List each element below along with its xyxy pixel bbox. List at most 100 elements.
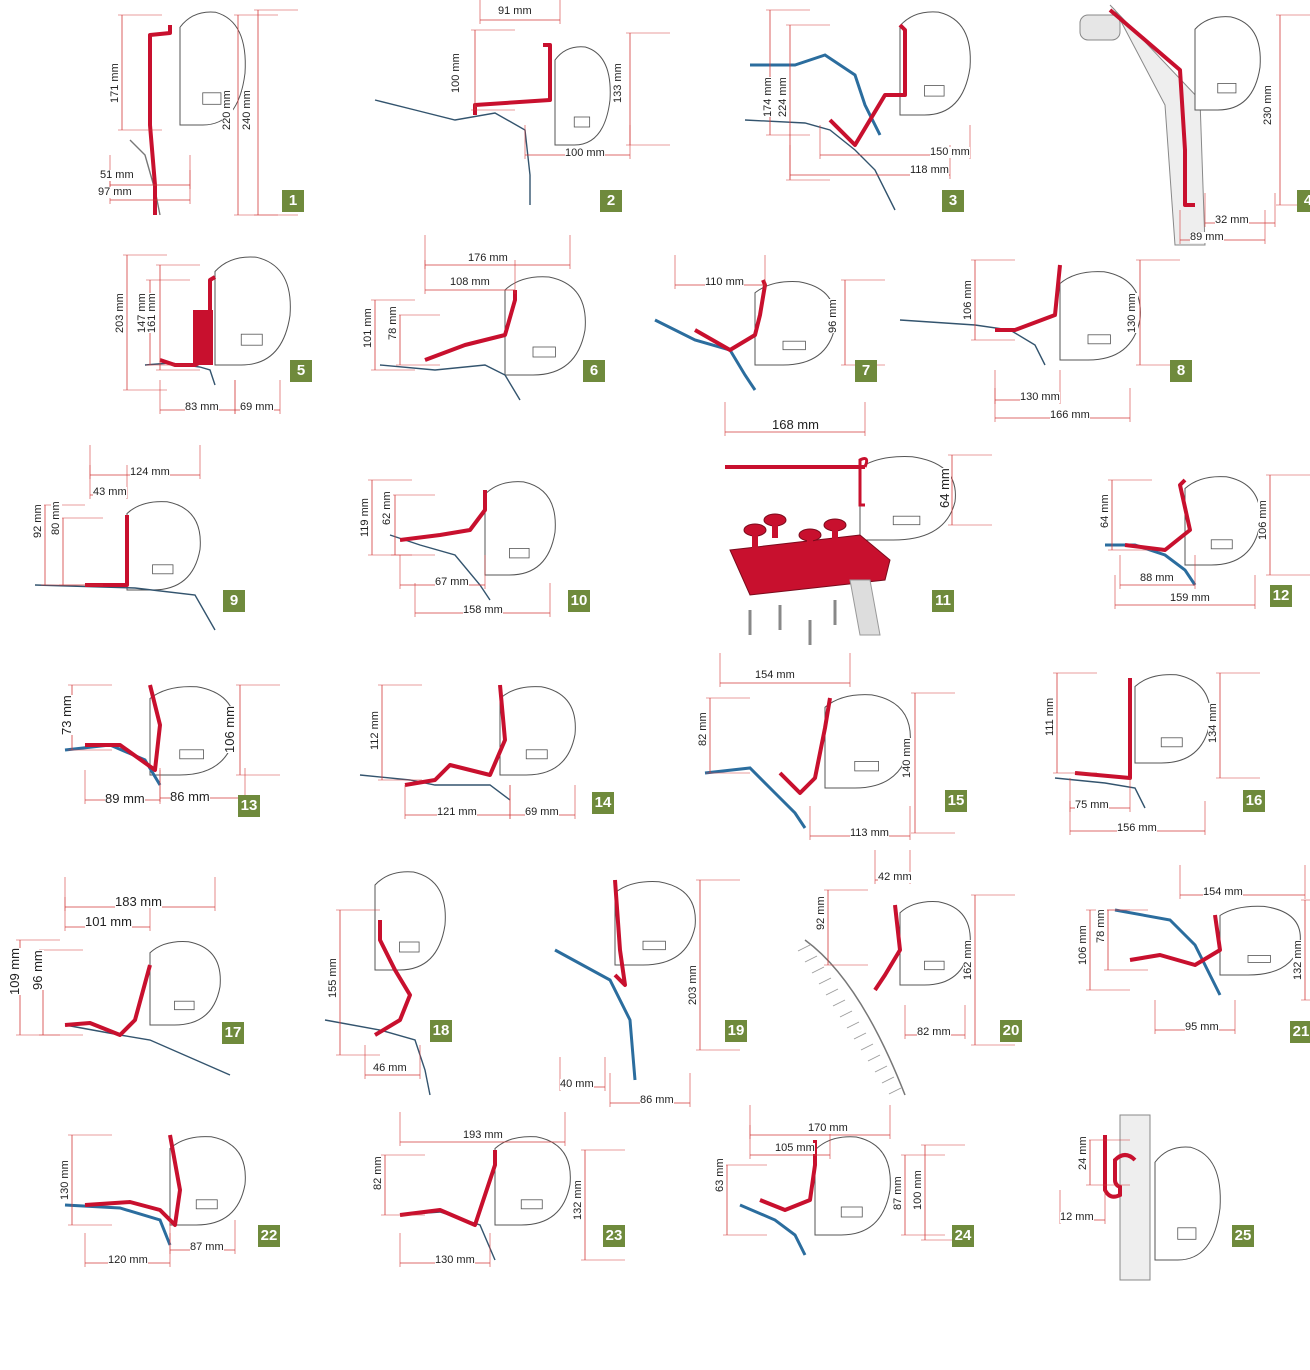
dimension-label: 64 mm bbox=[937, 468, 952, 508]
diagram-number-badge: 19 bbox=[725, 1020, 747, 1042]
dimension-label: 168 mm bbox=[772, 417, 819, 432]
diagram-number-badge: 24 bbox=[952, 1225, 974, 1247]
dimension-label: 110 mm bbox=[705, 276, 744, 288]
dimension-label: 92 mm bbox=[32, 504, 44, 538]
diagram-drawing bbox=[359, 684, 576, 819]
dimension-label: 82 mm bbox=[372, 1156, 384, 1190]
dimension-label: 62 mm bbox=[381, 491, 393, 525]
dimension-label: 80 mm bbox=[50, 501, 62, 535]
dimension-label: 171 mm bbox=[109, 63, 121, 103]
dimension-label: 119 mm bbox=[359, 498, 371, 537]
dimension-label: 69 mm bbox=[525, 806, 559, 818]
dimension-label: 106 mm bbox=[1257, 500, 1269, 540]
dimension-label: 40 mm bbox=[560, 1078, 594, 1090]
dimension-label: 86 mm bbox=[170, 789, 210, 804]
diagram-drawing bbox=[744, 9, 971, 211]
dimension-label: 193 mm bbox=[463, 1129, 503, 1141]
dimension-label: 75 mm bbox=[1075, 799, 1109, 811]
diagram-drawing bbox=[1053, 672, 1260, 835]
dimension-label: 89 mm bbox=[1190, 231, 1224, 243]
dimension-label: 78 mm bbox=[1095, 909, 1107, 943]
dimension-label: 73 mm bbox=[59, 695, 74, 735]
diagram-number-badge: 1 bbox=[282, 190, 304, 212]
dimension-label: 176 mm bbox=[468, 252, 508, 264]
diagram-number-badge: 7 bbox=[855, 360, 877, 382]
dimension-label: 159 mm bbox=[1170, 592, 1210, 604]
diagram-number-badge: 11 bbox=[932, 590, 954, 612]
dimension-label: 132 mm bbox=[1292, 940, 1304, 980]
dimension-label: 12 mm bbox=[1060, 1211, 1094, 1223]
dimension-label: 156 mm bbox=[1117, 822, 1157, 834]
dimension-label: 106 mm bbox=[222, 706, 237, 753]
dimension-label: 105 mm bbox=[775, 1142, 815, 1154]
dimension-label: 96 mm bbox=[827, 299, 839, 333]
diagram-number-badge: 21 bbox=[1290, 1021, 1310, 1043]
dimension-label: 130 mm bbox=[1126, 293, 1138, 333]
dimension-label: 118 mm bbox=[910, 164, 949, 176]
dimension-label: 87 mm bbox=[190, 1241, 224, 1253]
dimension-label: 83 mm bbox=[185, 401, 219, 413]
dimension-label: 134 mm bbox=[1207, 703, 1219, 743]
dimension-label: 113 mm bbox=[850, 827, 889, 839]
dimension-label: 100 mm bbox=[565, 147, 605, 159]
dimension-label: 161 mm bbox=[146, 293, 158, 333]
dimension-label: 51 mm bbox=[100, 169, 134, 181]
dimension-label: 92 mm bbox=[815, 896, 827, 930]
dimension-label: 69 mm bbox=[240, 401, 274, 413]
diagram-drawing bbox=[1105, 474, 1310, 609]
dimension-label: 154 mm bbox=[755, 669, 795, 681]
diagram-drawing bbox=[374, 0, 670, 205]
diagram-drawing bbox=[1079, 4, 1310, 246]
diagram-number-badge: 6 bbox=[583, 360, 605, 382]
dimension-label: 96 mm bbox=[30, 950, 45, 990]
diagram-number-badge: 13 bbox=[238, 795, 260, 817]
dimension-label: 100 mm bbox=[912, 1170, 924, 1210]
diagram-drawing bbox=[64, 1134, 246, 1267]
diagram-number-badge: 18 bbox=[430, 1020, 452, 1042]
diagram-drawing bbox=[1086, 865, 1310, 1034]
dimension-label: 42 mm bbox=[878, 871, 912, 883]
dimension-label: 220 mm bbox=[221, 90, 233, 130]
bracket-diagram-grid: 171 mm 220 mm 240 mm 51 mm 97 mm 1 91 mm 100 mm… bbox=[7, 0, 1310, 1281]
dimension-label: 224 mm bbox=[777, 77, 789, 117]
dimension-label: 101 mm bbox=[85, 914, 132, 929]
diagram-number-badge: 5 bbox=[290, 360, 312, 382]
diagram-drawing bbox=[704, 653, 955, 840]
diagram-number-badge: 3 bbox=[942, 190, 964, 212]
diagram-number-badge: 10 bbox=[568, 590, 590, 612]
dimension-label: 162 mm bbox=[962, 940, 974, 980]
dimension-label: 158 mm bbox=[463, 604, 503, 616]
dimension-label: 24 mm bbox=[1077, 1136, 1089, 1170]
diagram-drawing bbox=[724, 402, 992, 645]
dimension-label: 87 mm bbox=[892, 1176, 904, 1210]
dimension-label: 106 mm bbox=[1077, 925, 1089, 965]
dimension-label: 108 mm bbox=[450, 276, 490, 288]
dimension-label: 166 mm bbox=[1050, 409, 1090, 421]
diagram-number-badge: 14 bbox=[592, 792, 614, 814]
diagram-drawing bbox=[1059, 1114, 1221, 1281]
dimension-label: 230 mm bbox=[1262, 85, 1274, 125]
dimension-label: 140 mm bbox=[901, 738, 913, 778]
dimension-label: 100 mm bbox=[450, 53, 462, 93]
diagram-drawing bbox=[797, 850, 1015, 1096]
diagram-drawing bbox=[371, 235, 586, 401]
diagram-drawing bbox=[723, 1105, 965, 1256]
diagram-number-badge: 23 bbox=[603, 1225, 625, 1247]
dimension-label: 240 mm bbox=[241, 90, 253, 130]
diagram-number-badge: 9 bbox=[223, 590, 245, 612]
dimension-label: 112 mm bbox=[369, 711, 381, 750]
dimension-label: 32 mm bbox=[1215, 214, 1249, 226]
diagram-number-badge: 8 bbox=[1170, 360, 1192, 382]
diagram-number-badge: 4 bbox=[1297, 190, 1310, 212]
dimension-label: 111 mm bbox=[1044, 697, 1056, 736]
dimension-label: 91 mm bbox=[498, 5, 532, 17]
diagram-number-badge: 20 bbox=[1000, 1020, 1022, 1042]
dimension-label: 88 mm bbox=[1140, 572, 1174, 584]
dimension-label: 97 mm bbox=[98, 186, 132, 198]
diagram-number-badge: 25 bbox=[1232, 1225, 1254, 1247]
diagram-drawing bbox=[123, 254, 291, 414]
dimension-label: 203 mm bbox=[114, 293, 126, 333]
dimension-label: 89 mm bbox=[105, 791, 145, 806]
dimension-label: 63 mm bbox=[714, 1158, 726, 1192]
diagram-number-badge: 16 bbox=[1243, 790, 1265, 812]
